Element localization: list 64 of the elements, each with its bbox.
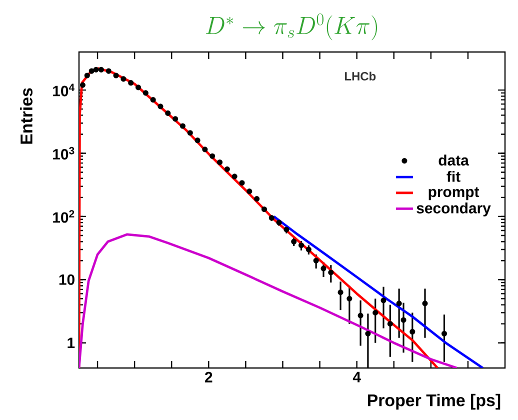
point	[284, 226, 290, 232]
point	[142, 90, 148, 96]
point	[128, 80, 134, 86]
point	[113, 72, 119, 78]
point	[261, 206, 268, 212]
legend-label: data	[438, 154, 469, 166]
line-series	[79, 233, 458, 368]
y-tick-label: 10$^{2}$	[53, 210, 74, 223]
point	[422, 300, 428, 306]
point	[365, 330, 371, 336]
point	[396, 300, 402, 306]
y-tick-label: 1	[68, 338, 75, 348]
point	[210, 153, 216, 159]
point	[88, 68, 94, 74]
point	[224, 166, 230, 172]
point	[194, 138, 200, 144]
point	[80, 82, 86, 88]
point	[338, 290, 344, 296]
legend-label: secondary	[416, 202, 491, 216]
point	[380, 298, 386, 304]
y-tick-label: 10$^{4}$	[53, 84, 75, 96]
x-tick-label: 4	[352, 372, 361, 382]
point	[328, 270, 334, 276]
point	[306, 246, 312, 252]
point	[106, 68, 112, 74]
point	[135, 84, 142, 90]
point	[313, 258, 319, 264]
point	[93, 66, 99, 72]
chart-title: $D^* \to \pi_s D^0(K\pi)$	[206, 14, 378, 40]
point	[158, 104, 164, 110]
point	[84, 72, 90, 78]
point	[172, 116, 178, 122]
point	[187, 130, 193, 136]
point	[239, 180, 245, 186]
point	[216, 159, 223, 166]
point	[276, 220, 282, 226]
legend-label: fit	[446, 170, 460, 182]
point	[254, 196, 260, 202]
point	[298, 242, 304, 248]
point	[410, 328, 416, 335]
y-tick-label: 10	[59, 274, 74, 285]
y-axis-title: Entries	[20, 88, 32, 144]
legend-label: prompt	[428, 187, 480, 200]
point	[441, 330, 448, 336]
point	[346, 296, 352, 302]
point	[98, 66, 104, 72]
y-tick-label: 10$^{3}$	[53, 146, 74, 160]
point	[120, 76, 126, 82]
point	[387, 321, 393, 327]
annotation: LHCb	[345, 72, 376, 80]
point	[358, 312, 364, 318]
point	[150, 97, 156, 103]
x-axis-title: Proper Time [ps]	[368, 394, 500, 410]
point	[232, 174, 238, 180]
point	[180, 123, 186, 129]
point	[246, 188, 252, 194]
point	[268, 215, 274, 221]
point	[202, 146, 208, 152]
point	[372, 310, 378, 316]
x-tick-label: 2	[205, 372, 212, 382]
point	[291, 238, 297, 244]
point	[400, 317, 406, 323]
point	[165, 110, 171, 116]
point	[320, 266, 326, 272]
